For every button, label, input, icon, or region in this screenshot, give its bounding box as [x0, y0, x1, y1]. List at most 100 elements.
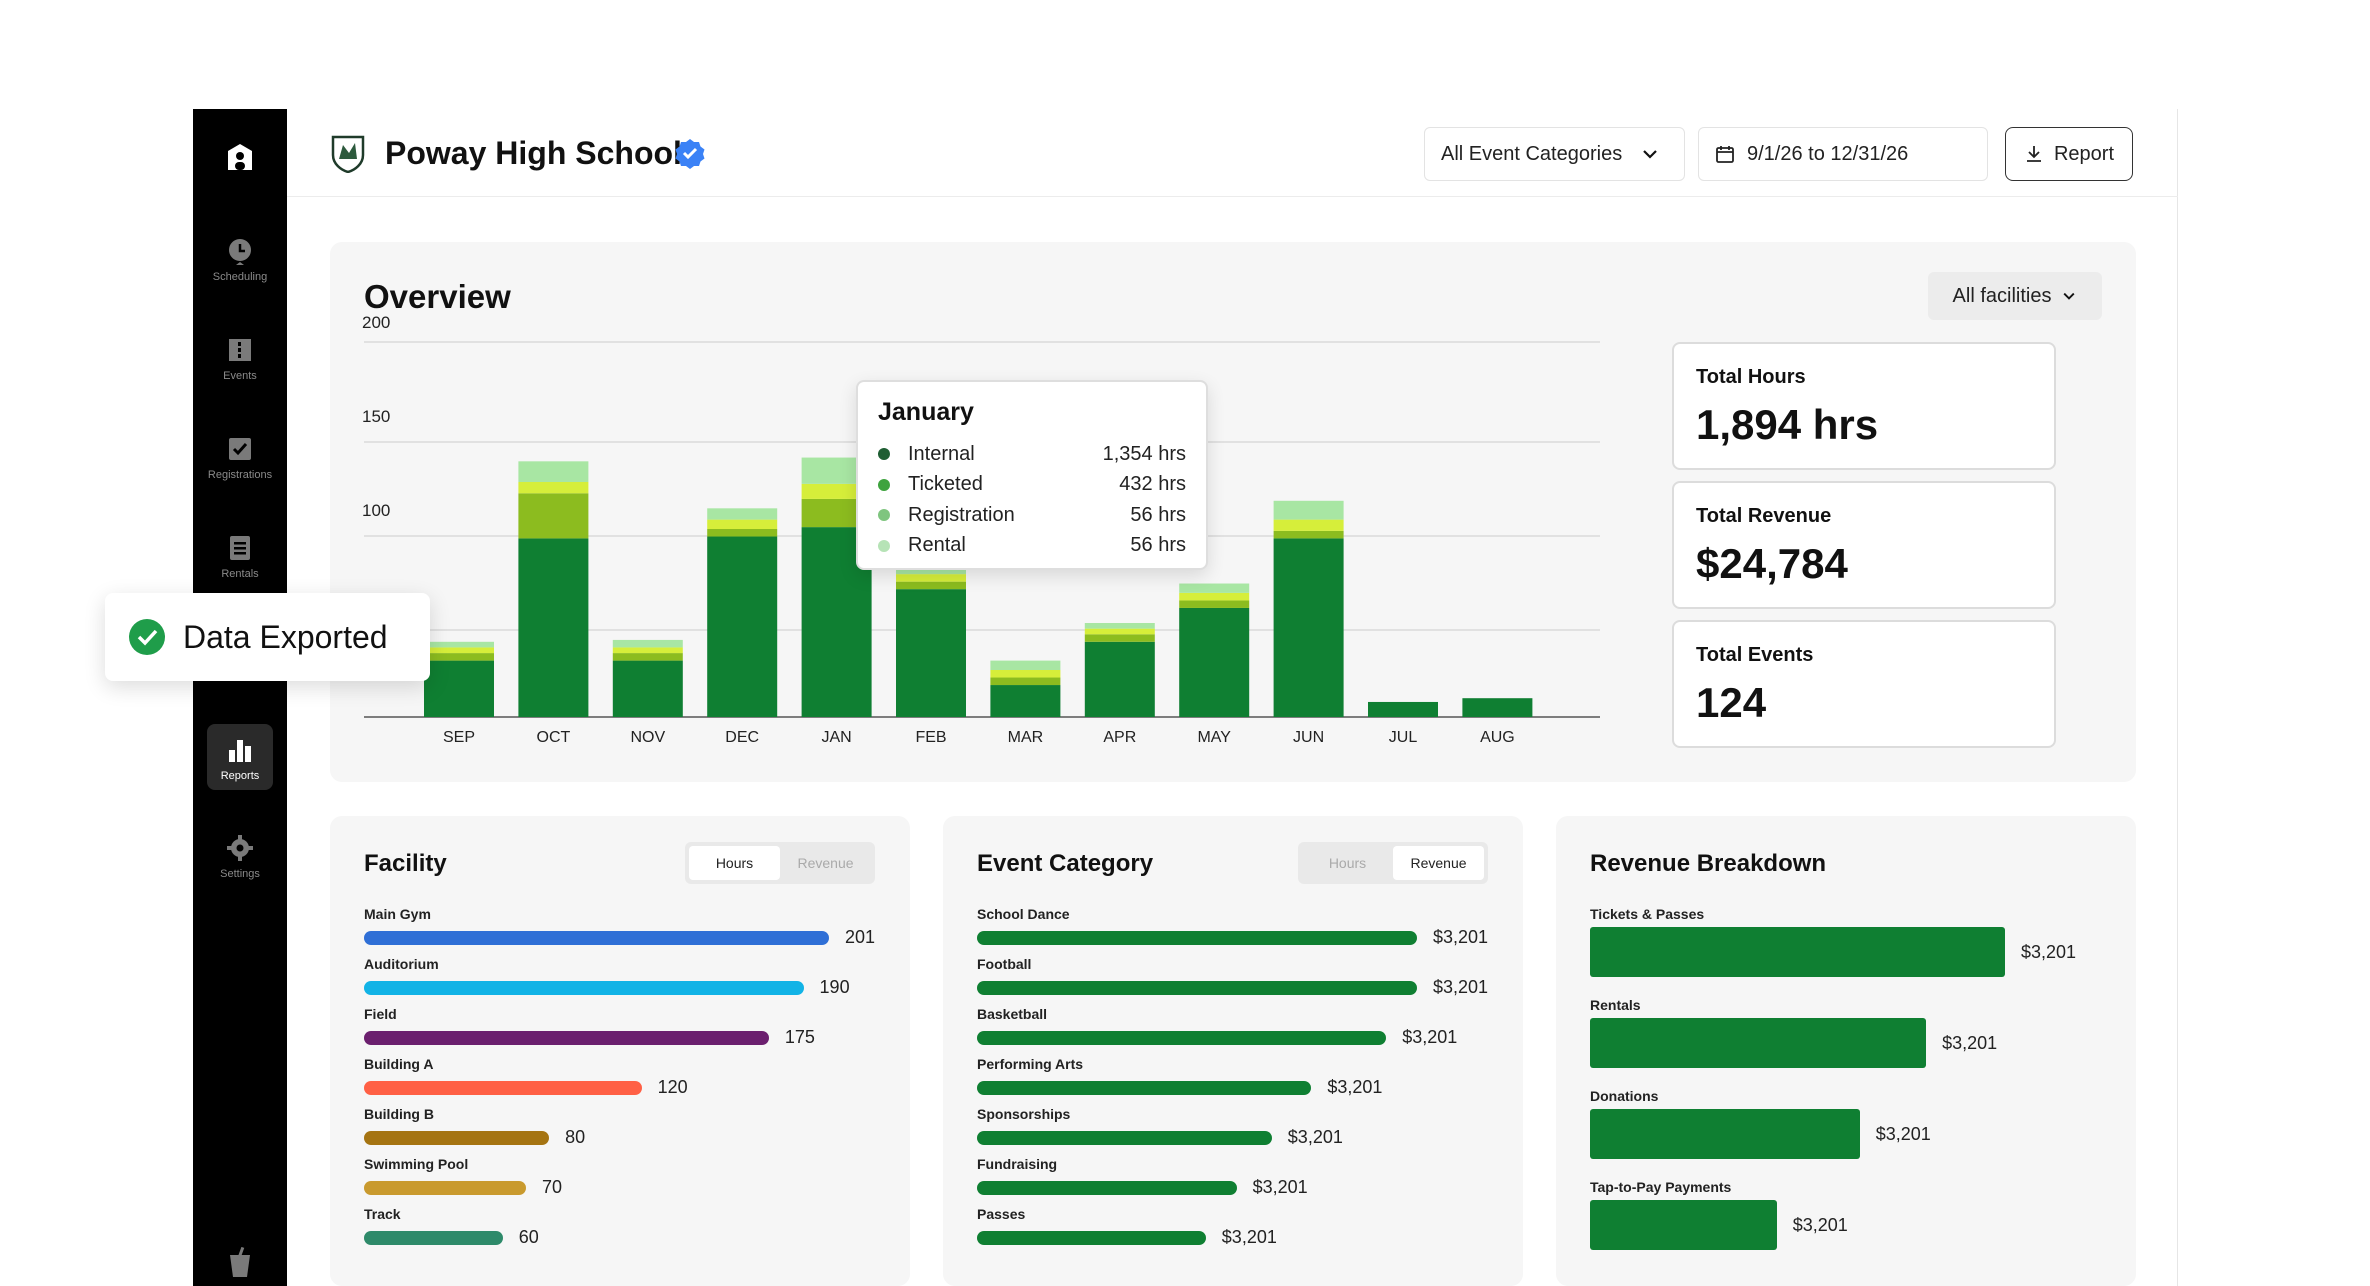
toggle-hours[interactable]: Hours	[689, 846, 780, 880]
facility-bar-row[interactable]: Track 60	[364, 1206, 539, 1247]
facility-bar-row[interactable]: Building A 120	[364, 1056, 688, 1097]
x-tick-label: JUN	[1293, 729, 1324, 746]
facility-bar-row[interactable]: Auditorium 190	[364, 956, 850, 997]
bar-segment-internal[interactable]	[1179, 607, 1250, 717]
bar-segment-registration[interactable]	[707, 519, 778, 529]
sidebar-item-settings[interactable]: Settings	[193, 834, 287, 894]
sidebar-item-rentals[interactable]: Rentals	[193, 534, 287, 594]
bar-segment-internal[interactable]	[424, 660, 494, 717]
bar-segment-ticketed[interactable]	[424, 653, 494, 661]
bar-segment-internal[interactable]	[1273, 538, 1344, 717]
facility-bar	[364, 930, 829, 945]
bar-segment-internal[interactable]	[1462, 698, 1533, 717]
bar-segment-rental[interactable]	[518, 461, 589, 482]
category-bar-label: Fundraising	[977, 1156, 1058, 1172]
sidebar-item-reports[interactable]: Reports	[207, 724, 273, 790]
bar-segment-ticketed[interactable]	[707, 529, 778, 537]
bar-segment-internal[interactable]	[518, 538, 589, 717]
facility-bar-row[interactable]: Field 175	[364, 1006, 815, 1047]
overview-panel: Overview All facilities 100 150 200 SEP OCT N…	[330, 242, 2136, 782]
date-range-picker[interactable]: 9/1/26 to 12/31/26	[1698, 127, 1988, 181]
bar-segment-internal[interactable]	[1368, 701, 1438, 717]
bar-segment-rental[interactable]	[424, 641, 494, 648]
category-bar-row[interactable]: Fundraising $3,201	[977, 1156, 1308, 1197]
bar-segment-ticketed[interactable]	[1084, 634, 1155, 642]
toggle-revenue[interactable]: Revenue	[1393, 846, 1484, 880]
category-bar-row[interactable]: Sponsorships $3,201	[977, 1106, 1343, 1147]
bar-segment-ticketed[interactable]	[896, 581, 966, 590]
bar-segment-internal[interactable]	[612, 660, 683, 717]
bar-segment-rental[interactable]	[990, 660, 1061, 670]
category-bar-row[interactable]: Basketball $3,201	[977, 1006, 1457, 1047]
facility-bar	[364, 980, 804, 995]
bar-segment-rental[interactable]	[1273, 500, 1344, 520]
tooltip-series-name: Ticketed	[908, 473, 983, 496]
bar-segment-internal[interactable]	[990, 685, 1061, 717]
bar-segment-ticketed[interactable]	[1179, 600, 1250, 608]
bar-segment-registration[interactable]	[518, 482, 589, 494]
bar-segment-internal[interactable]	[707, 536, 778, 717]
bar-segment-ticketed[interactable]	[612, 653, 683, 661]
sidebar-item-events[interactable]: Events	[193, 336, 287, 396]
category-bar-row[interactable]: Football $3,201	[977, 956, 1488, 997]
revenue-bar-row[interactable]: Donations $3,201	[1590, 1088, 1931, 1159]
bar-segment-rental[interactable]	[1179, 583, 1250, 593]
facility-bar-label: Building A	[364, 1056, 434, 1072]
toggle-hours[interactable]: Hours	[1328, 855, 1367, 871]
bar-segment-internal[interactable]	[896, 589, 966, 717]
kpi-card-total-revenue: Total Revenue $24,784	[1672, 481, 2056, 609]
bar-segment-ticketed[interactable]	[990, 677, 1061, 686]
facility-bar-row[interactable]: Main Gym 201	[364, 906, 875, 947]
bar-segment-rental[interactable]	[1084, 623, 1155, 629]
sidebar-item-registrations[interactable]: Registrations	[193, 435, 287, 495]
bar-segment-registration[interactable]	[990, 670, 1061, 678]
x-tick-label: FEB	[915, 729, 946, 746]
bar-segment-registration[interactable]	[1084, 628, 1155, 635]
bar-segment-registration[interactable]	[801, 483, 872, 499]
revenue-bar-row[interactable]: Rentals $3,201	[1590, 997, 1997, 1068]
category-bar-row[interactable]: Passes $3,201	[977, 1206, 1277, 1247]
bar-segment-ticketed[interactable]	[518, 493, 589, 539]
kpi-label: Total Revenue	[1696, 505, 1832, 527]
bar-segment-registration[interactable]	[896, 574, 966, 582]
toggle-revenue[interactable]: Revenue	[797, 855, 854, 871]
event-category-dropdown[interactable]: All Event Categories	[1424, 127, 1685, 181]
bar-segment-internal[interactable]	[1084, 641, 1155, 717]
bar-segment-registration[interactable]	[1179, 592, 1250, 601]
bar-segment-ticketed[interactable]	[1273, 530, 1344, 539]
event-category-title: Event Category	[977, 850, 1154, 877]
revenue-bar-label: Tickets & Passes	[1590, 906, 1705, 922]
facility-bar-row[interactable]: Swimming Pool 70	[364, 1156, 562, 1197]
bar-segment-registration[interactable]	[612, 647, 683, 654]
overview-title: Overview	[364, 278, 511, 315]
revenue-bar	[1590, 1200, 1777, 1250]
tooltip-series-name: Rental	[908, 534, 966, 557]
sidebar-item-scheduling[interactable]: Scheduling	[193, 237, 287, 297]
revenue-breakdown-panel: Revenue Breakdown Tickets & Passes $3,201…	[1556, 816, 2136, 1286]
report-button[interactable]: Report	[2005, 127, 2133, 181]
facility-filter-dropdown[interactable]: All facilities	[1928, 272, 2102, 320]
category-bar-row[interactable]: Performing Arts $3,201	[977, 1056, 1382, 1097]
facility-title: Facility	[364, 850, 447, 877]
bar-segment-rental[interactable]	[707, 508, 778, 520]
revenue-breakdown-title: Revenue Breakdown	[1590, 850, 1827, 877]
kpi-card-total-events: Total Events 124	[1672, 620, 2056, 748]
tooltip-row: Ticketed 432 hrs	[878, 470, 1186, 501]
bar-segment-registration[interactable]	[424, 647, 494, 654]
legend-dot	[878, 478, 890, 491]
category-bar-row[interactable]: School Dance $3,201	[977, 906, 1488, 947]
facility-bar	[364, 1130, 550, 1145]
bar-segment-rental[interactable]	[896, 566, 966, 575]
category-bar-value: $3,201	[1252, 1177, 1308, 1197]
drink-cup-icon[interactable]	[226, 1247, 254, 1277]
bar-segment-rental[interactable]	[612, 639, 683, 648]
revenue-bar-row[interactable]: Tap-to-Pay Payments $3,201	[1590, 1179, 1848, 1250]
facility-bar-label: Main Gym	[364, 906, 431, 922]
revenue-bar	[1590, 927, 2005, 977]
bar-segment-registration[interactable]	[1273, 519, 1344, 531]
revenue-bar-value: $3,201	[1875, 1123, 1931, 1144]
clock-icon	[229, 239, 252, 265]
app-logo-icon[interactable]	[224, 141, 256, 173]
facility-bar-row[interactable]: Building B 80	[364, 1106, 585, 1147]
revenue-bar-row[interactable]: Tickets & Passes $3,201	[1590, 906, 2076, 977]
